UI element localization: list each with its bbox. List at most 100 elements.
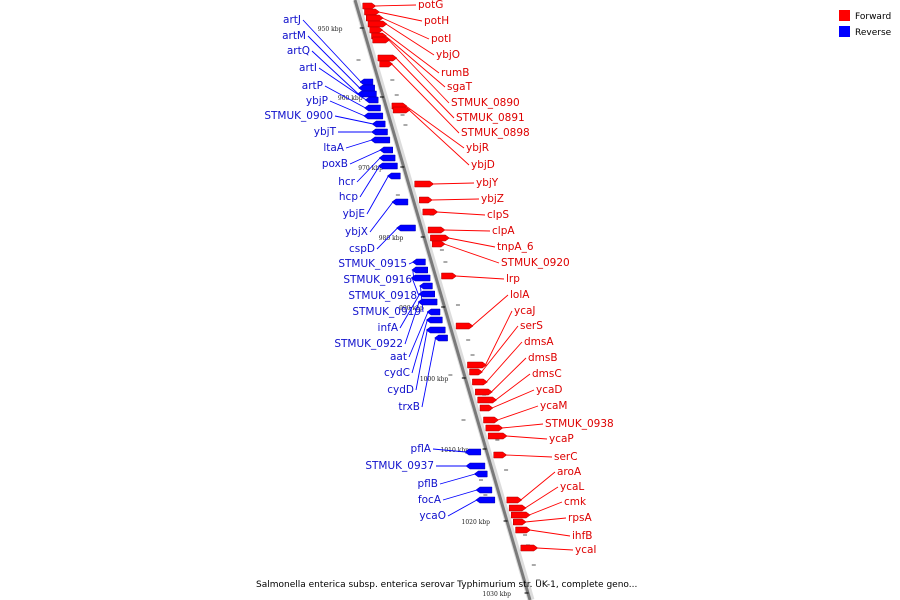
forward-feature-arrow[interactable] [469, 368, 483, 376]
reverse-feature-arrow[interactable] [363, 112, 384, 120]
reverse-feature-arrow[interactable] [473, 470, 488, 478]
reverse-gene-label[interactable]: artJ [283, 14, 301, 26]
reverse-gene-label[interactable]: STMUK_0922 [334, 338, 403, 350]
reverse-feature-arrow[interactable] [370, 136, 391, 144]
reverse-gene-label[interactable]: artP [302, 80, 323, 92]
forward-feature-arrow[interactable] [479, 404, 494, 412]
forward-gene-label[interactable]: STMUK_0898 [461, 127, 530, 139]
forward-feature-arrow[interactable] [493, 451, 508, 459]
reverse-gene-label[interactable]: ybjT [314, 126, 337, 138]
forward-feature-arrow[interactable] [520, 544, 539, 552]
reverse-gene-label[interactable]: artM [282, 30, 306, 42]
reverse-feature-arrow[interactable] [364, 96, 379, 104]
forward-gene-label[interactable]: dmsA [524, 336, 554, 348]
forward-gene-label[interactable]: ybjR [466, 142, 489, 154]
reverse-gene-label[interactable]: STMUK_0900 [264, 110, 333, 122]
reverse-feature-arrow[interactable] [426, 308, 441, 316]
forward-feature-arrow[interactable] [487, 432, 508, 440]
reverse-feature-arrow[interactable] [378, 154, 396, 162]
forward-gene-label[interactable]: dmsC [532, 368, 562, 380]
forward-feature-arrow[interactable] [515, 526, 531, 534]
reverse-feature-arrow[interactable] [411, 266, 428, 274]
forward-feature-arrow[interactable] [362, 2, 377, 10]
forward-gene-label[interactable]: ycaP [549, 433, 574, 445]
reverse-feature-arrow[interactable] [359, 78, 374, 86]
reverse-feature-arrow[interactable] [391, 198, 409, 206]
forward-feature-arrow[interactable] [508, 504, 527, 512]
forward-feature-arrow[interactable] [431, 240, 446, 248]
forward-feature-arrow[interactable] [513, 518, 527, 526]
forward-gene-label[interactable]: lrp [506, 273, 520, 285]
forward-gene-label[interactable]: ybjO [436, 49, 460, 61]
reverse-feature-arrow[interactable] [425, 326, 446, 334]
forward-feature-arrow[interactable] [392, 106, 411, 114]
forward-feature-arrow[interactable] [430, 234, 450, 242]
reverse-gene-label[interactable]: cydD [387, 384, 414, 396]
forward-feature-arrow[interactable] [475, 388, 493, 396]
reverse-gene-label[interactable]: cydC [384, 367, 410, 379]
forward-gene-label[interactable]: rumB [441, 67, 469, 79]
reverse-gene-label[interactable]: cspD [349, 243, 375, 255]
reverse-feature-arrow[interactable] [425, 316, 443, 324]
forward-feature-arrow[interactable] [483, 416, 499, 424]
reverse-gene-label[interactable]: ybjX [345, 226, 368, 238]
forward-gene-label[interactable]: STMUK_0891 [456, 112, 525, 124]
forward-gene-label[interactable]: ihfB [572, 530, 592, 542]
reverse-feature-arrow[interactable] [379, 146, 393, 154]
reverse-gene-label[interactable]: artI [299, 62, 317, 74]
forward-feature-arrow[interactable] [506, 496, 523, 504]
forward-gene-label[interactable]: rpsA [568, 512, 592, 524]
reverse-gene-label[interactable]: infA [378, 322, 399, 334]
forward-gene-label[interactable]: potI [431, 33, 451, 45]
reverse-feature-arrow[interactable] [418, 290, 435, 298]
reverse-gene-label[interactable]: ltaA [323, 142, 344, 154]
forward-gene-label[interactable]: clpS [487, 209, 509, 221]
forward-feature-arrow[interactable] [455, 322, 474, 330]
forward-feature-arrow[interactable] [472, 378, 488, 386]
reverse-feature-arrow[interactable] [418, 282, 433, 290]
forward-feature-arrow[interactable] [441, 272, 457, 280]
forward-gene-label[interactable]: ycaJ [514, 305, 536, 317]
reverse-feature-arrow[interactable] [464, 448, 482, 456]
forward-feature-arrow[interactable] [427, 226, 446, 234]
forward-gene-label[interactable]: tnpA_6 [497, 241, 534, 253]
forward-gene-label[interactable]: ycaD [536, 384, 563, 396]
forward-feature-arrow[interactable] [477, 396, 498, 404]
forward-feature-arrow[interactable] [377, 54, 398, 62]
reverse-gene-label[interactable]: pflA [411, 443, 432, 455]
forward-gene-label[interactable]: aroA [557, 466, 582, 478]
forward-gene-label[interactable]: clpA [492, 225, 515, 237]
reverse-gene-label[interactable]: STMUK_0918 [348, 290, 417, 302]
reverse-gene-label[interactable]: hcr [338, 176, 355, 188]
reverse-feature-arrow[interactable] [410, 274, 431, 282]
reverse-feature-arrow[interactable] [434, 334, 448, 342]
forward-feature-arrow[interactable] [364, 8, 380, 16]
reverse-gene-label[interactable]: hcp [339, 191, 358, 203]
forward-gene-label[interactable]: lolA [510, 289, 530, 301]
reverse-feature-arrow[interactable] [364, 104, 381, 112]
reverse-feature-arrow[interactable] [417, 298, 438, 306]
forward-gene-label[interactable]: ybjY [476, 177, 499, 189]
forward-gene-label[interactable]: sgaT [447, 81, 473, 93]
forward-feature-arrow[interactable] [485, 424, 504, 432]
reverse-feature-arrow[interactable] [358, 84, 375, 92]
reverse-gene-label[interactable]: pflB [418, 478, 438, 490]
reverse-feature-arrow[interactable] [396, 224, 416, 232]
reverse-gene-label[interactable]: focA [418, 494, 442, 506]
forward-feature-arrow[interactable] [372, 36, 391, 44]
forward-gene-label[interactable]: serS [520, 320, 543, 332]
reverse-gene-label[interactable]: aat [390, 351, 407, 363]
forward-gene-label[interactable]: STMUK_0920 [501, 257, 570, 269]
forward-gene-label[interactable]: cmk [564, 496, 587, 508]
reverse-gene-label[interactable]: STMUK_0919 [352, 306, 421, 318]
forward-gene-label[interactable]: ycaL [560, 481, 584, 493]
forward-feature-arrow[interactable] [379, 60, 394, 68]
forward-gene-label[interactable]: ybjZ [481, 193, 504, 205]
forward-gene-label[interactable]: serC [554, 451, 578, 463]
reverse-gene-label[interactable]: poxB [322, 158, 348, 170]
reverse-gene-label[interactable]: ybjE [343, 208, 365, 220]
reverse-gene-label[interactable]: STMUK_0916 [343, 274, 412, 286]
forward-feature-arrow[interactable] [467, 361, 487, 369]
reverse-feature-arrow[interactable] [386, 172, 401, 180]
forward-feature-arrow[interactable] [366, 14, 384, 22]
